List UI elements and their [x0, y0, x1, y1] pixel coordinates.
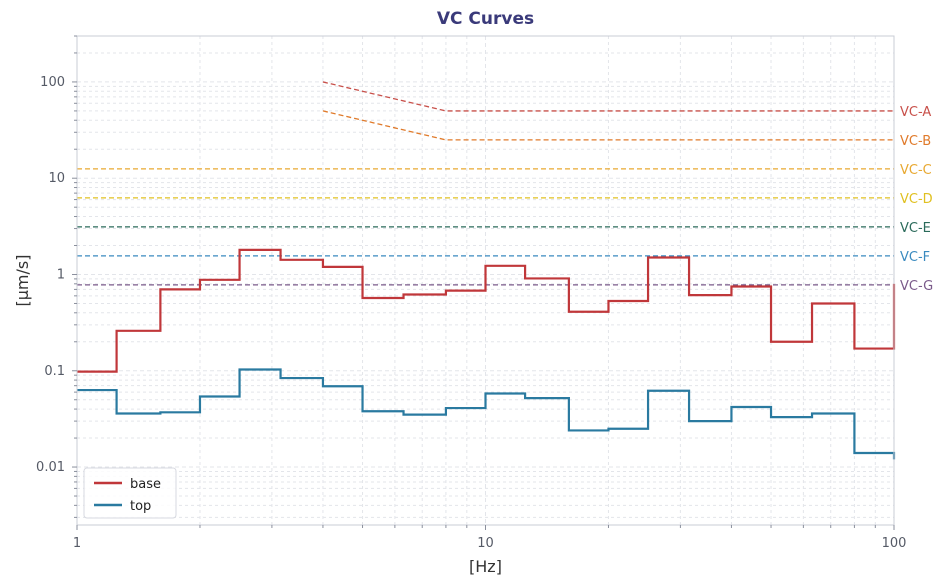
reference-curve-vc-a	[322, 81, 894, 112]
reference-label-vc-d: VC-D	[900, 192, 933, 207]
reference-label-vc-f: VC-F	[900, 250, 930, 265]
grid	[76, 35, 894, 525]
y-tick-label: 1	[57, 267, 65, 282]
reference-curve-vc-b	[322, 110, 894, 141]
legend-label-top: top	[130, 499, 151, 514]
y-axis-label: [µm/s]	[13, 255, 32, 307]
series-line-top	[77, 368, 896, 460]
x-tick-label: 1	[73, 536, 81, 551]
x-axis-label: [Hz]	[469, 557, 502, 576]
reference-label-vc-e: VC-E	[900, 221, 931, 236]
y-tick-label: 100	[40, 75, 65, 90]
reference-label-vc-g: VC-G	[900, 279, 933, 294]
y-tick-label: 10	[48, 171, 65, 186]
reference-curves: VC-A VC-B VC-C VC-D VC-E VC-F VC-G	[77, 81, 933, 294]
data-series	[77, 248, 896, 460]
reference-label-vc-b: VC-B	[900, 134, 931, 149]
reference-label-vc-a: VC-A	[900, 105, 931, 120]
legend-label-base: base	[130, 477, 161, 492]
reference-label-vc-c: VC-C	[900, 163, 932, 178]
y-tick-label: 0.01	[36, 460, 65, 475]
legend: base top	[83, 467, 177, 519]
chart-title: VC Curves	[437, 9, 534, 29]
series-line-base	[77, 248, 896, 373]
x-tick-label: 10	[477, 536, 494, 551]
x-tick-label: 100	[882, 536, 907, 551]
axis-ticks: 1 10 100 0.01 0.1 1 10 100	[36, 35, 907, 551]
y-tick-label: 0.1	[44, 364, 65, 379]
